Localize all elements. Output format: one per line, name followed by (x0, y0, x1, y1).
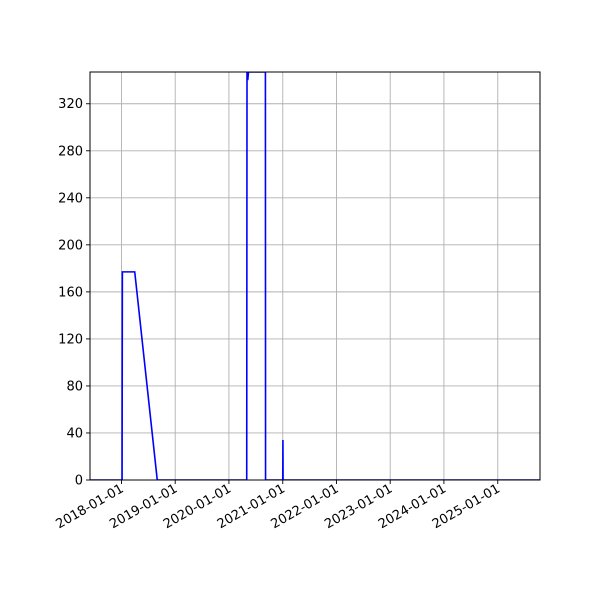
y-tick-label: 280 (58, 144, 83, 159)
y-tick-label: 160 (58, 285, 83, 300)
series-line-0 (90, 72, 540, 480)
y-tick-label: 320 (58, 97, 83, 112)
y-tick-label: 80 (66, 379, 83, 394)
x-axis: 2018-01-012019-01-012020-01-012021-01-01… (54, 480, 503, 532)
y-tick-label: 120 (58, 332, 83, 347)
y-axis: 0 40 80 120 160 200 240 280 320 (58, 97, 90, 489)
y-tick-label: 200 (58, 238, 83, 253)
plot-frame (89, 71, 541, 481)
series-layer (90, 72, 540, 480)
y-tick-label: 240 (58, 191, 83, 206)
y-tick-label: 0 (75, 474, 83, 489)
grid (90, 72, 540, 481)
y-tick-label: 40 (66, 426, 83, 441)
